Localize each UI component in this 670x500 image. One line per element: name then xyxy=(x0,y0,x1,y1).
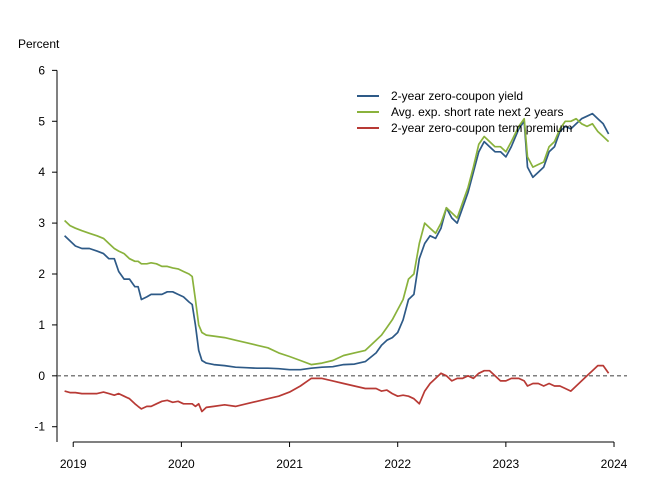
y-tick-label: 4 xyxy=(38,165,45,179)
series-group xyxy=(64,112,610,413)
legend-label-3: 2-year zero-coupon term premium xyxy=(391,121,572,135)
x-tick-label: 2022 xyxy=(384,457,411,471)
y-axis-label: Percent xyxy=(18,37,60,51)
x-tick-label: 2023 xyxy=(493,457,520,471)
y-tick-label: 6 xyxy=(38,63,45,77)
legend-label-1: 2-year zero-coupon yield xyxy=(391,89,523,103)
axes: -1 0 1 2 3 4 5 6 2019 2020 2021 2022 2023 2024 xyxy=(34,63,627,471)
x-tick-label: 2024 xyxy=(601,457,628,471)
series-line-1 xyxy=(64,112,610,371)
y-tick-label: 1 xyxy=(38,318,45,332)
y-tick-label: 2 xyxy=(38,267,45,281)
legend-label-2: Avg. exp. short rate next 2 years xyxy=(391,105,564,119)
y-tick-label: 3 xyxy=(38,216,45,230)
y-tick-label: 0 xyxy=(38,369,45,383)
x-tick-label: 2021 xyxy=(276,457,303,471)
series-line-3 xyxy=(64,364,610,413)
x-tick-label: 2019 xyxy=(60,457,87,471)
y-tick-label: 5 xyxy=(38,114,45,128)
legend: 2-year zero-coupon yield Avg. exp. short … xyxy=(357,89,572,135)
x-tick-label: 2020 xyxy=(168,457,195,471)
series-line-2 xyxy=(64,117,610,366)
y-tick-label: -1 xyxy=(34,420,45,434)
